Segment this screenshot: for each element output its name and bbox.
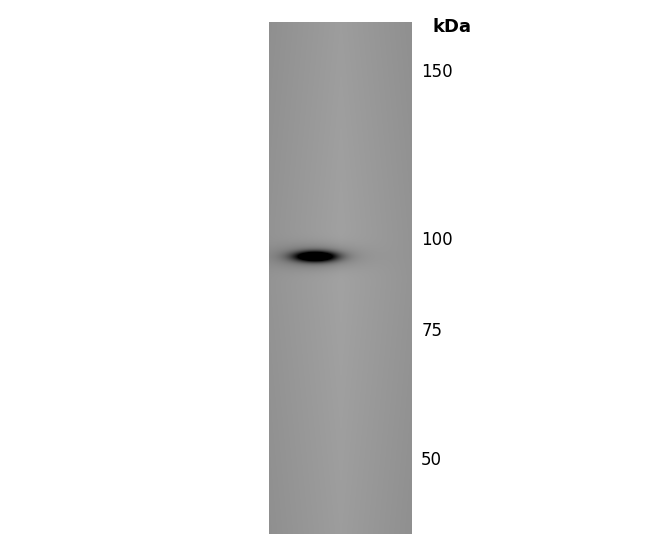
Text: 50: 50 [421, 451, 442, 469]
Text: 100: 100 [421, 231, 453, 249]
Text: kDa: kDa [432, 18, 471, 36]
Text: 150: 150 [421, 63, 453, 80]
Text: 75: 75 [421, 322, 442, 339]
